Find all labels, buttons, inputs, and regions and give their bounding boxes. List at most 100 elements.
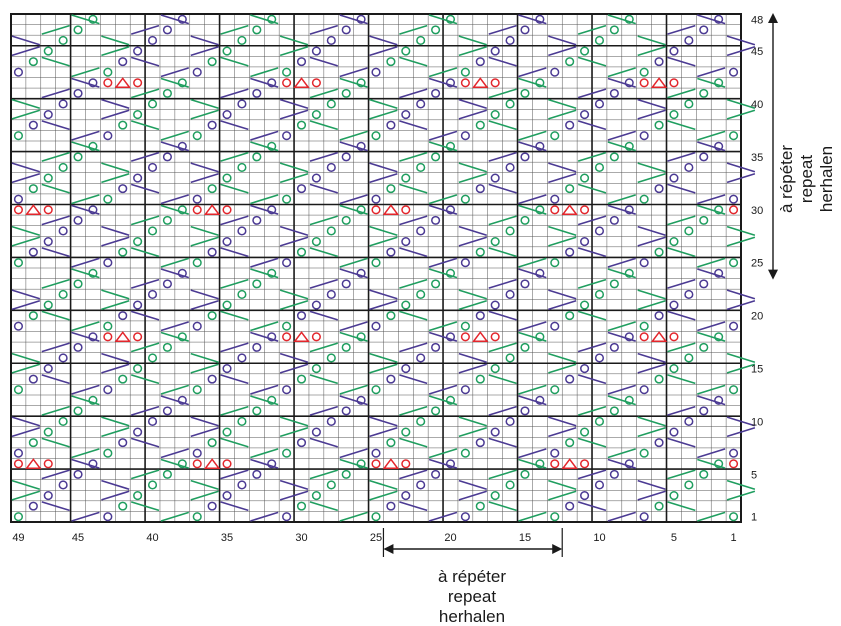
ssk-symbol	[160, 77, 190, 88]
k2tog-symbol	[339, 448, 368, 459]
ssk-symbol	[399, 56, 428, 67]
ssk-symbol	[667, 56, 696, 67]
vertical-repeat-label-line1: à répéter	[777, 145, 796, 213]
yarn-over-symbol	[371, 131, 381, 141]
yarn-over-symbol	[669, 490, 679, 501]
ssk-symbol	[667, 437, 696, 448]
yarn-over-symbol	[13, 385, 24, 395]
yarn-over-symbol	[252, 279, 262, 289]
yarn-over-symbol	[133, 332, 143, 342]
yarn-over-symbol	[341, 88, 351, 98]
ssk-symbol	[309, 120, 338, 131]
decrease-triangle-symbol	[203, 204, 221, 215]
yarn-over-symbol	[222, 427, 232, 437]
ssk-symbol	[488, 120, 517, 131]
ssk-symbol	[220, 247, 249, 258]
yarn-over-symbol	[133, 300, 143, 310]
yarn-over-symbol	[520, 279, 530, 289]
column-number: 49	[12, 532, 24, 544]
ssk-symbol	[577, 183, 607, 194]
yarn-over-symbol	[267, 78, 277, 88]
yarn-over-symbol	[13, 258, 24, 268]
yarn-over-symbol	[565, 184, 575, 194]
ssk-symbol	[607, 395, 636, 406]
yarn-over-symbol	[475, 247, 485, 257]
yarn-over-symbol	[356, 459, 366, 469]
k2tog-symbol	[548, 490, 577, 501]
k2tog-symbol	[369, 172, 398, 184]
yarn-over-symbol	[445, 332, 456, 342]
yarn-over-symbol	[296, 311, 307, 321]
yarn-over-symbol	[609, 152, 619, 162]
yarn-over-symbol	[580, 427, 590, 437]
ssk-symbol	[607, 268, 636, 279]
row-number: 15	[751, 364, 763, 376]
k2tog-symbol	[11, 109, 41, 120]
yarn-over-symbol	[28, 184, 38, 194]
k2tog-symbol	[250, 257, 279, 268]
k2tog-symbol	[667, 469, 696, 480]
yarn-over-symbol	[73, 406, 83, 416]
chart-grid	[10, 13, 742, 523]
k2tog-symbol	[130, 469, 160, 480]
yarn-over-symbol	[520, 215, 530, 225]
k2tog-symbol	[339, 321, 368, 332]
k2tog-symbol	[339, 511, 368, 522]
yarn-over-symbol	[237, 353, 247, 363]
ssk-symbol	[339, 331, 368, 342]
yarn-over-symbol	[416, 35, 426, 46]
yarn-over-symbol	[311, 236, 321, 247]
yarn-over-symbol	[371, 459, 381, 469]
yarn-over-symbol	[728, 512, 739, 522]
ssk-symbol	[577, 120, 607, 131]
yarn-over-symbol	[133, 236, 143, 247]
yarn-over-symbol	[73, 215, 83, 225]
yarn-over-symbol	[177, 268, 187, 278]
ssk-symbol	[577, 437, 607, 448]
ssk-symbol	[637, 35, 666, 46]
ssk-symbol	[369, 416, 398, 427]
ssk-symbol	[369, 35, 398, 46]
yarn-over-symbol	[505, 99, 515, 109]
yarn-over-symbol	[267, 268, 277, 278]
k2tog-symbol	[458, 299, 487, 311]
yarn-over-symbol	[714, 205, 724, 215]
yarn-over-symbol	[714, 332, 724, 342]
ssk-symbol	[130, 247, 160, 258]
yarn-over-symbol	[58, 480, 68, 490]
yarn-over-symbol	[177, 14, 187, 24]
yarn-over-symbol	[267, 332, 277, 342]
ssk-symbol	[250, 14, 279, 25]
ssk-symbol	[190, 162, 219, 173]
yarn-over-symbol	[296, 438, 307, 448]
ssk-symbol	[279, 352, 309, 364]
ssk-symbol	[71, 14, 100, 25]
ssk-symbol	[697, 268, 726, 279]
yarn-over-symbol	[520, 469, 530, 479]
ssk-symbol	[130, 501, 160, 512]
ssk-symbol	[339, 141, 368, 152]
yarn-over-symbol	[639, 512, 649, 522]
yarn-over-symbol	[565, 501, 575, 511]
ssk-symbol	[220, 56, 249, 67]
yarn-over-symbol	[356, 78, 366, 88]
yarn-over-symbol	[118, 184, 128, 194]
yarn-over-symbol	[490, 236, 500, 247]
yarn-over-symbol	[728, 385, 739, 395]
yarn-over-symbol	[699, 215, 709, 225]
yarn-over-symbol	[371, 512, 381, 522]
k2tog-symbol	[548, 109, 577, 120]
yarn-over-symbol	[296, 120, 307, 130]
k2tog-symbol	[279, 109, 309, 120]
ssk-symbol	[488, 56, 517, 67]
k2tog-symbol	[250, 194, 279, 205]
yarn-over-symbol	[550, 67, 560, 77]
ssk-symbol	[458, 289, 487, 300]
k2tog-symbol	[577, 405, 607, 416]
k2tog-symbol	[220, 215, 249, 226]
ssk-symbol	[607, 141, 636, 152]
yarn-over-symbol	[13, 131, 24, 141]
yarn-over-symbol	[639, 67, 649, 77]
row-number: 48	[751, 14, 763, 26]
k2tog-symbol	[71, 67, 100, 78]
